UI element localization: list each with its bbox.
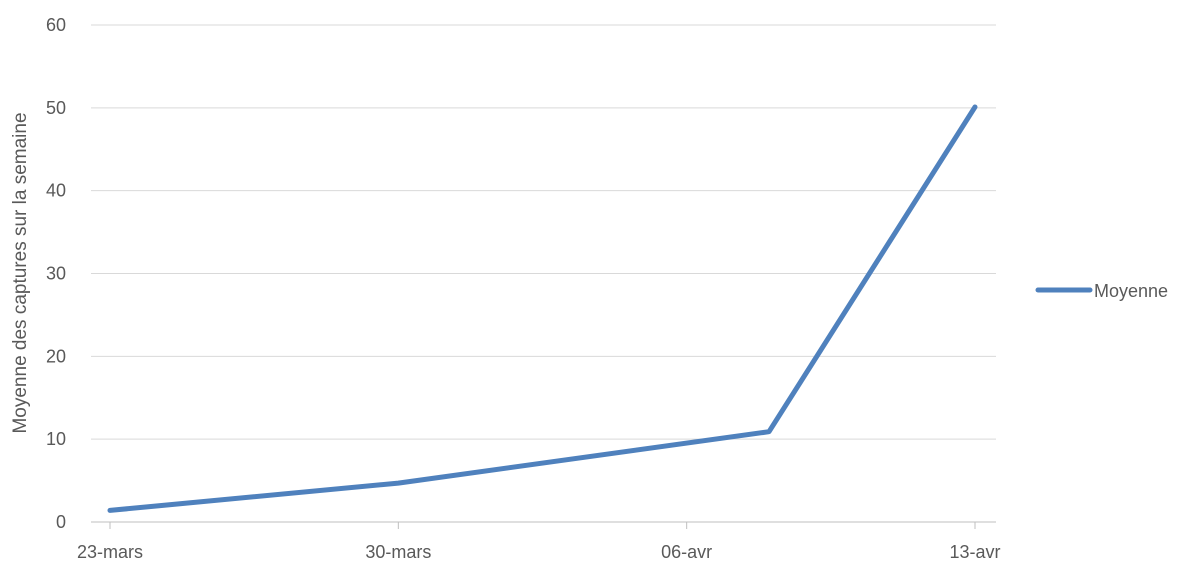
y-tick-label-40: 40	[46, 181, 66, 201]
x-tick-label-06-avr: 06-avr	[661, 542, 712, 562]
y-tick-labels: 0 10 20 30 40 50 60	[46, 15, 66, 532]
legend-label-moyenne: Moyenne	[1094, 281, 1168, 301]
legend: Moyenne	[1035, 281, 1168, 301]
y-axis-title: Moyenne des captures sur la semaine	[10, 112, 31, 433]
x-tick-labels: 23-mars 30-mars 06-avr 13-avr	[77, 542, 1001, 562]
y-tick-label-0: 0	[56, 512, 66, 532]
axes	[91, 521, 996, 529]
y-tick-label-10: 10	[46, 429, 66, 449]
y-tick-label-60: 60	[46, 15, 66, 35]
y-tick-label-30: 30	[46, 264, 66, 284]
gridlines	[91, 24, 996, 440]
x-tick-label-23-mars: 23-mars	[77, 542, 143, 562]
x-tick-label-30-mars: 30-mars	[365, 542, 431, 562]
series-layer	[107, 104, 978, 513]
series-line-moyenne	[107, 104, 978, 513]
y-tick-label-50: 50	[46, 98, 66, 118]
x-tick-label-13-avr: 13-avr	[949, 542, 1000, 562]
y-tick-label-20: 20	[46, 346, 66, 366]
